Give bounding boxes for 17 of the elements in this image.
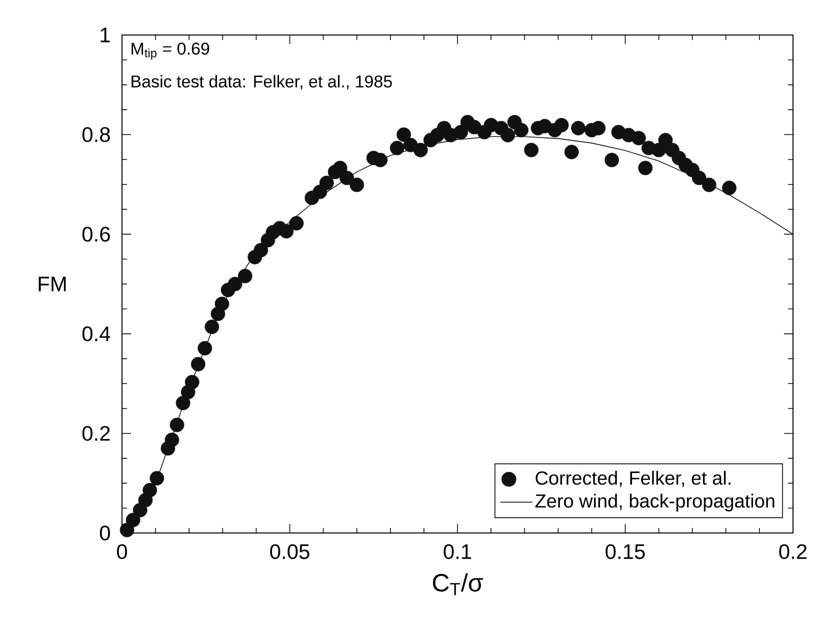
annotation: M$_{tip}$ = 0.69 (132, 42, 210, 60)
y-axis-title: FM (38, 276, 66, 292)
x-axis-title: C$_{T}$/σ (432, 573, 483, 596)
y-tick-label: 0.6 (82, 226, 110, 242)
x-tick-label: 0.1 (444, 544, 472, 560)
x-tick-label: 0.05 (270, 544, 310, 560)
legend-label: Zero wind, back-propagation (535, 494, 774, 512)
annotation: Basic test data: Felker, et al., 1985 (132, 75, 392, 90)
x-tick-label: 0.15 (606, 544, 645, 560)
y-tick-label: 0 (100, 526, 110, 540)
y-tick-label: 0.4 (82, 326, 110, 342)
y-tick-label: 0.2 (82, 426, 110, 441)
legend-label: Corrected, Felker, et al. (536, 470, 730, 488)
y-tick-label: 1 (100, 28, 110, 42)
x-tick-label: 0 (116, 544, 128, 560)
x-tick-label: 0.2 (779, 544, 807, 560)
y-tick-label: 0.8 (82, 127, 110, 142)
